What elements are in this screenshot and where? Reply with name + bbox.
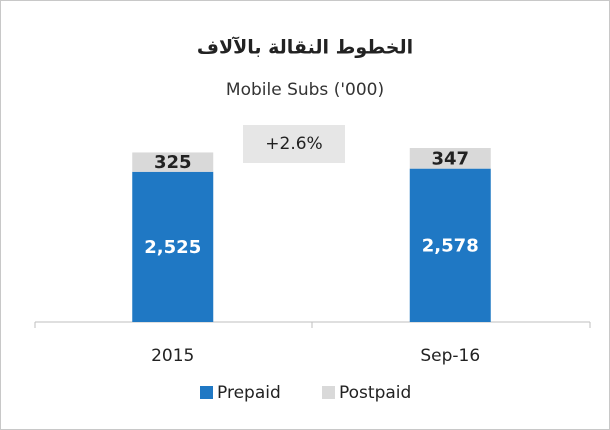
data-label: 347 [431,148,469,169]
chart-title: الخطوط النقالة بالآلاف [197,36,413,59]
annotation-box [243,125,345,163]
x-tick-label: 2015 [151,346,194,366]
bar-segment [409,168,491,322]
legend-swatch [322,386,335,399]
data-label: 2,578 [422,235,479,256]
chart-subtitle: Mobile Subs ('000) [226,80,384,100]
bar-segment [132,152,214,172]
legend-swatch [200,386,213,399]
x-tick-label: Sep-16 [420,346,480,366]
data-label: 325 [154,152,192,173]
bar-segment [409,148,491,169]
legend-label: Postpaid [339,383,411,403]
bar-segment [132,171,214,322]
data-label: 2,525 [144,237,201,258]
annotation: +2.6% [265,134,322,154]
legend-label: Prepaid [217,383,281,403]
